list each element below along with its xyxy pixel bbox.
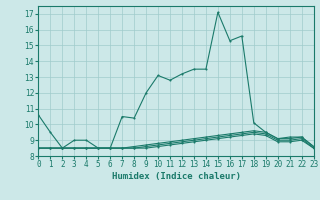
X-axis label: Humidex (Indice chaleur): Humidex (Indice chaleur) (111, 172, 241, 181)
